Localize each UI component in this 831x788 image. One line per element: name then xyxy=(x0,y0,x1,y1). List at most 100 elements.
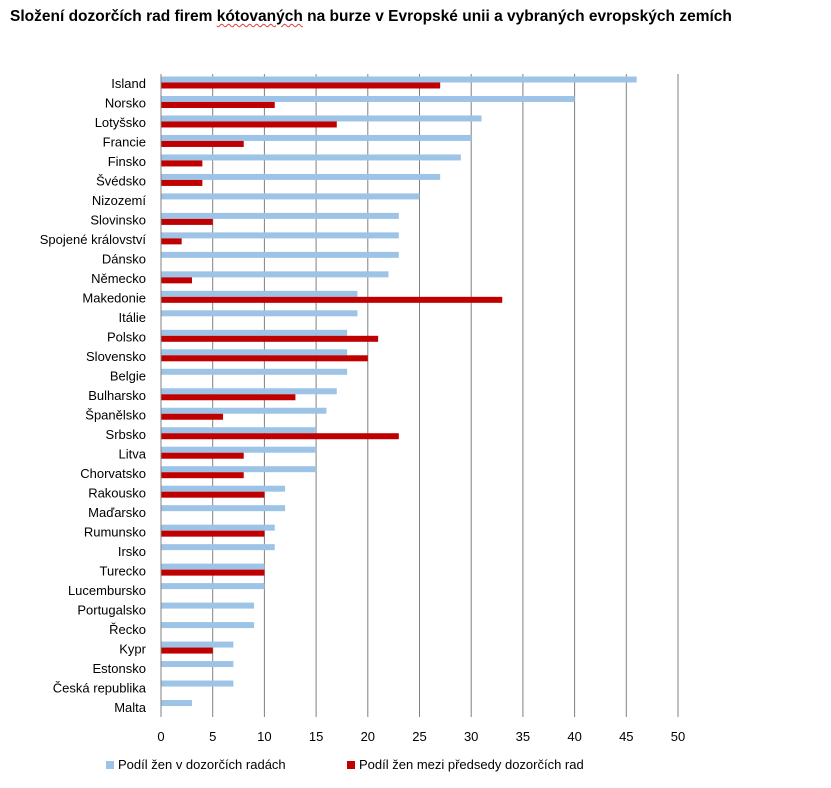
category-label: Srbsko xyxy=(106,427,146,442)
category-label: Lotyšsko xyxy=(95,115,146,130)
category-label: Portugalsko xyxy=(77,602,146,617)
x-tick-label: 0 xyxy=(157,729,164,744)
bar-series-1 xyxy=(161,134,472,141)
legend-label-series-2: Podíl žen mezi předsedy dozorčích rad xyxy=(359,757,584,772)
bar-series-2 xyxy=(161,491,265,498)
bar-series-1 xyxy=(161,661,234,668)
bar-series-1 xyxy=(161,310,358,317)
bar-series-1 xyxy=(161,290,358,297)
category-label: Maďarsko xyxy=(88,505,146,520)
category-label: Irsko xyxy=(118,544,146,559)
legend: Podíl žen v dozorčích radách Podíl žen m… xyxy=(106,757,584,772)
page-title: Složení dozorčích rad firem kótovaných n… xyxy=(10,8,732,26)
title-part-highlight: kótovaných xyxy=(216,8,303,25)
bar-series-2 xyxy=(161,394,296,401)
bar-series-1 xyxy=(161,505,286,512)
category-label: Estonsko xyxy=(93,661,146,676)
bar-series-1 xyxy=(161,154,461,161)
bar-series-1 xyxy=(161,641,234,648)
bar-series-1 xyxy=(161,388,337,395)
bar-series-2 xyxy=(161,101,275,108)
category-label: Česká republika xyxy=(53,680,147,695)
bar-series-1 xyxy=(161,466,317,473)
x-axis-tick-labels: 0 5 10 15 20 25 30 35 40 45 50 xyxy=(157,729,685,744)
bar-series-2 xyxy=(161,433,399,440)
bar-series-2 xyxy=(161,452,244,459)
x-tick-label: 30 xyxy=(464,729,478,744)
category-label: Švédsko xyxy=(96,174,146,189)
category-label: Spojené království xyxy=(40,232,147,247)
category-label: Francie xyxy=(103,135,146,150)
category-label: Lucembursko xyxy=(68,583,146,598)
title-part-before: Složení dozorčích rad firem xyxy=(10,8,217,25)
bar-series-2 xyxy=(161,413,224,420)
bar-series-2 xyxy=(161,140,244,147)
bar-series-1 xyxy=(161,368,348,375)
bar-series-1 xyxy=(161,407,327,414)
bar-series-2 xyxy=(161,82,441,89)
bar-series-1 xyxy=(161,700,193,707)
category-label: Německo xyxy=(91,271,146,286)
category-label: Rakousko xyxy=(88,485,146,500)
bar-series-2 xyxy=(161,472,244,479)
category-label: Island xyxy=(111,76,146,91)
category-label: Turecko xyxy=(100,563,146,578)
bar-series-2 xyxy=(161,238,182,245)
bar-series-2 xyxy=(161,296,503,303)
x-tick-label: 35 xyxy=(516,729,530,744)
category-label: Řecko xyxy=(109,622,146,637)
category-label: Rumunsko xyxy=(84,524,146,539)
bar-series-2 xyxy=(161,647,213,654)
bar-series-1 xyxy=(161,427,317,434)
category-label: Dánsko xyxy=(102,252,146,267)
category-label: Litva xyxy=(119,446,147,461)
bar-series-2 xyxy=(161,218,213,225)
category-labels: Island Norsko Lotyšsko Francie Finsko Švédsko… xyxy=(40,76,147,715)
bar-series-2 xyxy=(161,530,265,537)
legend-swatch-series-1 xyxy=(106,761,114,769)
category-label: Makedonie xyxy=(82,291,146,306)
bar-series-2 xyxy=(161,121,337,128)
bar-series-1 xyxy=(161,622,255,629)
category-label: Finsko xyxy=(108,154,146,169)
bar-series-1 xyxy=(161,173,441,180)
bar-series-1 xyxy=(161,485,286,492)
category-label: Kypr xyxy=(119,641,146,656)
legend-label-series-1: Podíl žen v dozorčích radách xyxy=(118,757,286,772)
category-label: Polsko xyxy=(107,330,146,345)
bar-series-1 xyxy=(161,193,420,200)
bar-series-2 xyxy=(161,335,379,342)
bar-series-1 xyxy=(161,583,265,590)
category-label: Norsko xyxy=(105,96,146,111)
category-label: Slovinsko xyxy=(90,213,146,228)
category-label: Itálie xyxy=(119,310,146,325)
bar-series-1 xyxy=(161,95,575,102)
bar-series-1 xyxy=(161,446,317,453)
bar-series-2 xyxy=(161,355,368,362)
x-tick-label: 25 xyxy=(412,729,426,744)
bar-series-1 xyxy=(161,251,399,258)
category-label: Španělsko xyxy=(85,407,146,422)
category-label: Bulharsko xyxy=(88,388,146,403)
bar-series-1 xyxy=(161,544,275,551)
bar-series-1 xyxy=(161,232,399,239)
category-label: Slovensko xyxy=(86,349,146,364)
x-tick-label: 50 xyxy=(671,729,685,744)
category-label: Chorvatsko xyxy=(80,466,146,481)
bar-series-1 xyxy=(161,329,348,336)
bar-series-1 xyxy=(161,212,399,219)
bar-series-2 xyxy=(161,179,203,186)
bar-series-1 xyxy=(161,563,265,570)
bar-series-1 xyxy=(161,349,348,356)
bar-series-1 xyxy=(161,115,482,122)
category-label: Nizozemí xyxy=(92,193,147,208)
bar-series-1 xyxy=(161,602,255,609)
x-tick-label: 40 xyxy=(567,729,581,744)
bar-series-2 xyxy=(161,569,265,576)
bars xyxy=(161,76,637,707)
category-label: Malta xyxy=(114,700,147,715)
category-label: Belgie xyxy=(110,369,146,384)
title-part-after: na burze v Evropské unii a vybraných evr… xyxy=(302,8,732,25)
bar-series-1 xyxy=(161,524,275,531)
